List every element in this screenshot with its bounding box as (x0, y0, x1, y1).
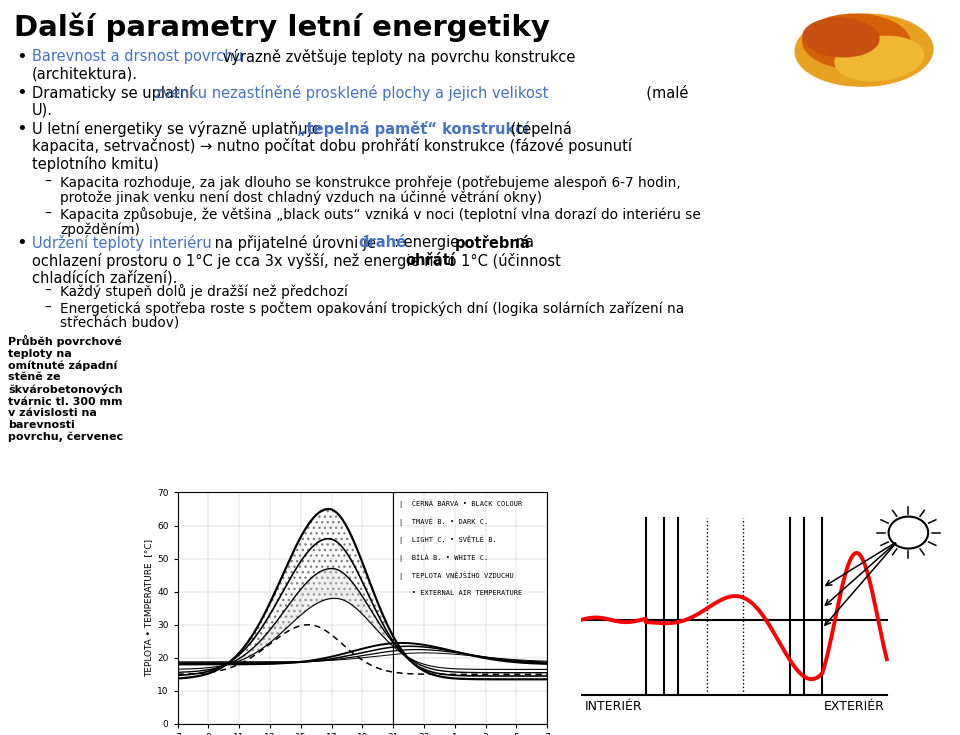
Text: na: na (511, 235, 534, 250)
Text: Průběh povrchové
teploty na
omítnuté západní
stěně ze
škvárobetonových
tvárnic t: Průběh povrchové teploty na omítnuté záp… (8, 335, 123, 442)
Text: |  ČERNÁ BARVA • BLACK COLOUR: | ČERNÁ BARVA • BLACK COLOUR (399, 499, 522, 508)
Text: U letní energetiky se výrazně uplatňuje: U letní energetiky se výrazně uplatňuje (32, 121, 325, 137)
Text: •: • (16, 234, 27, 252)
Text: |  BÍLÁ B. • WHITE C.: | BÍLÁ B. • WHITE C. (399, 553, 489, 562)
Text: •: • (16, 120, 27, 138)
Text: ochlazení prostoru o 1°C je cca 3x vyšší, než energie na: ochlazení prostoru o 1°C je cca 3x vyšší… (32, 253, 447, 268)
Text: střechách budov): střechách budov) (60, 317, 180, 331)
Text: výrazně zvětšuje teploty na povrchu konstrukce: výrazně zvětšuje teploty na povrchu kons… (218, 49, 575, 65)
Text: •: • (16, 48, 27, 66)
Text: teplotního kmitu): teplotního kmitu) (32, 156, 158, 172)
Text: (malé: (malé (637, 85, 688, 101)
Text: Kapacita rozhoduje, za jak dlouho se konstrukce prohřeje (potřebujeme alespoň 6-: Kapacita rozhoduje, za jak dlouho se kon… (60, 175, 681, 190)
Text: |  LIGHT C. • SVĚTLÉ B.: | LIGHT C. • SVĚTLÉ B. (399, 535, 497, 544)
Text: protože jinak venku není dost chladný vzduch na účinné větrání okny): protože jinak venku není dost chladný vz… (60, 190, 542, 205)
Text: na přijatelné úrovni je: na přijatelné úrovni je (210, 235, 380, 251)
Text: EXTERIÉR: EXTERIÉR (824, 700, 885, 713)
Text: U).: U). (32, 102, 53, 118)
Text: potřebná: potřebná (455, 235, 531, 251)
Text: chladících zařízení).: chladících zařízení). (32, 270, 178, 285)
Text: INTERIÉR: INTERIÉR (585, 700, 642, 713)
Text: drahé: drahé (358, 235, 406, 250)
Text: o 1°C (účinnost: o 1°C (účinnost (443, 253, 561, 268)
Text: (tepelná: (tepelná (506, 121, 572, 137)
Ellipse shape (803, 18, 879, 57)
Text: •: • (16, 84, 27, 102)
Text: Další parametry letní energetiky: Další parametry letní energetiky (14, 13, 550, 43)
Text: „tepelná paměť“ konstrukcí: „tepelná paměť“ konstrukcí (297, 121, 529, 137)
Text: –: – (44, 207, 51, 221)
Y-axis label: TEPLOTA • TEMPERATURE  [°C]: TEPLOTA • TEMPERATURE [°C] (144, 539, 153, 677)
Text: Kapacita způsobuje, že většina „black outs“ vzniká v noci (teplotní vlna dorazí : Kapacita způsobuje, že většina „black ou… (60, 207, 701, 222)
Text: kapacita, setrvačnost) → nutno počítat dobu prohřátí konstrukce (fázové posunutí: kapacita, setrvačnost) → nutno počítat d… (32, 138, 632, 154)
Text: –: – (44, 175, 51, 189)
Text: –: – (44, 301, 51, 315)
Text: • EXTERNAL AIR TEMPERATURE: • EXTERNAL AIR TEMPERATURE (399, 590, 522, 596)
Text: Každý stupeň dolů je dražší než předchozí: Každý stupeň dolů je dražší než předchoz… (60, 284, 348, 299)
Text: Energetická spotřeba roste s počtem opakování tropických dní (logika solárních z: Energetická spotřeba roste s počtem opak… (60, 301, 684, 315)
Text: –: – (44, 284, 51, 298)
Ellipse shape (795, 14, 933, 86)
Text: Barevnost a drsnost povrchu: Barevnost a drsnost povrchu (32, 49, 243, 64)
Text: Dramaticky se uplatní: Dramaticky se uplatní (32, 85, 198, 101)
Ellipse shape (835, 36, 924, 81)
Text: zpožděním): zpožděním) (60, 223, 140, 237)
Text: |  TMAVÉ B. • DARK C.: | TMAVÉ B. • DARK C. (399, 517, 489, 526)
Text: ohřátí: ohřátí (405, 253, 455, 268)
Text: Udržení teploty interiéru: Udržení teploty interiéru (32, 235, 212, 251)
Text: |  TEPLOTA VNĚJŠÍHO VZDUCHU: | TEPLOTA VNĚJŠÍHO VZDUCHU (399, 572, 515, 581)
Ellipse shape (803, 14, 910, 69)
Text: zvenku nezastíněné prosklené plochy a jejich velikost: zvenku nezastíněné prosklené plochy a je… (155, 85, 548, 101)
Text: (architektura).: (architektura). (32, 66, 138, 82)
Text: : energie: : energie (394, 235, 464, 250)
